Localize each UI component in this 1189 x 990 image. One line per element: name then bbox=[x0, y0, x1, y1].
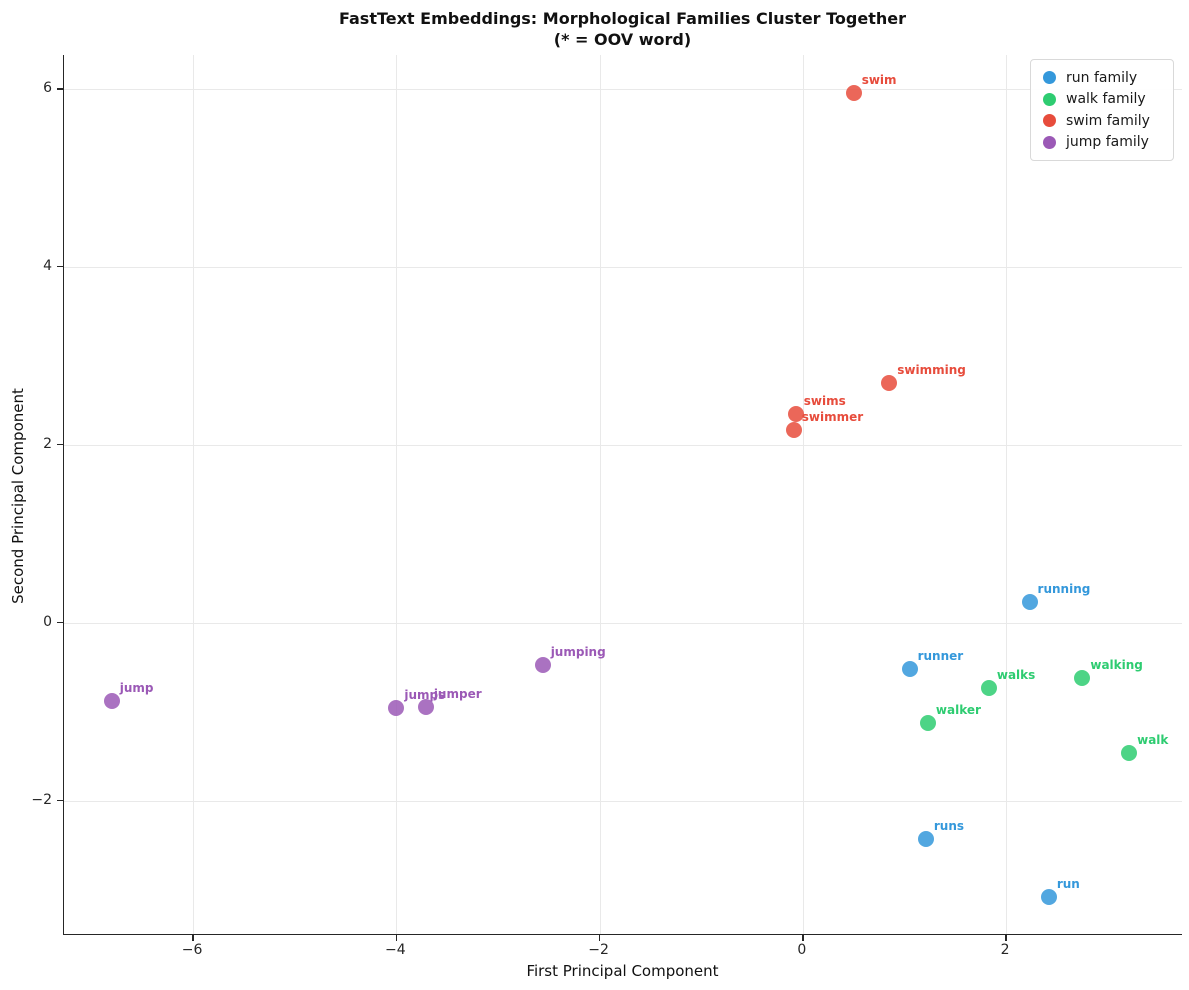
x-gridline bbox=[802, 55, 804, 934]
x-gridline bbox=[396, 55, 398, 934]
data-point bbox=[1074, 669, 1091, 686]
chart-title: FastText Embeddings: Morphological Famil… bbox=[339, 9, 906, 28]
data-point bbox=[103, 692, 120, 709]
y-tick-label: 4 bbox=[43, 257, 52, 274]
x-tick-mark bbox=[598, 935, 601, 941]
legend-marker-icon bbox=[1043, 92, 1056, 106]
x-tick-label: 2 bbox=[1000, 942, 1010, 958]
legend-marker-icon bbox=[1043, 135, 1056, 149]
data-point bbox=[917, 830, 934, 847]
data-point bbox=[388, 700, 405, 717]
data-point bbox=[845, 85, 862, 102]
x-gridline bbox=[193, 55, 195, 934]
point-label: swimming bbox=[897, 363, 966, 378]
x-tick-mark bbox=[192, 935, 194, 941]
x-tick-label: 0 bbox=[797, 942, 807, 958]
legend: run family walk family swim family jump fam… bbox=[1030, 59, 1174, 161]
x-gridline bbox=[1006, 55, 1008, 934]
data-point bbox=[534, 657, 551, 674]
point-label: swimmer bbox=[801, 409, 864, 424]
point-label: jumper bbox=[433, 687, 482, 702]
y-axis-label: Second Principal Component bbox=[9, 388, 27, 604]
point-label: walk bbox=[1137, 733, 1169, 748]
point-label: runner bbox=[917, 648, 964, 663]
y-gridline bbox=[64, 88, 1182, 90]
y-tick-mark bbox=[57, 799, 63, 802]
y-tick-mark bbox=[57, 621, 63, 624]
legend-item: run family bbox=[1043, 67, 1163, 89]
legend-item: swim family bbox=[1043, 110, 1163, 132]
y-gridline bbox=[64, 444, 1182, 446]
data-point bbox=[1021, 594, 1038, 611]
chart-title-block: FastText Embeddings: Morphological Famil… bbox=[63, 8, 1182, 50]
legend-label: run family bbox=[1066, 69, 1138, 86]
x-tick-label: −4 bbox=[385, 942, 406, 958]
data-point bbox=[919, 715, 936, 732]
x-gridline bbox=[599, 55, 601, 934]
x-tick-mark bbox=[802, 935, 804, 941]
legend-label: swim family bbox=[1066, 112, 1150, 129]
x-axis-label: First Principal Component bbox=[526, 962, 719, 980]
point-label: running bbox=[1037, 582, 1091, 597]
point-label: walks bbox=[996, 667, 1036, 682]
point-label: runs bbox=[933, 818, 965, 833]
y-gridline bbox=[64, 266, 1182, 268]
y-tick-label: −2 bbox=[31, 791, 52, 808]
y-tick-label: 2 bbox=[43, 435, 52, 452]
x-tick-label: −2 bbox=[588, 942, 609, 958]
data-point bbox=[901, 660, 918, 677]
y-gridline bbox=[64, 800, 1182, 802]
point-label: run bbox=[1056, 876, 1080, 891]
legend-label: walk family bbox=[1066, 91, 1146, 108]
y-tick-mark bbox=[57, 444, 63, 446]
y-tick-label: 0 bbox=[43, 613, 52, 630]
legend-marker-icon bbox=[1043, 114, 1056, 128]
legend-label: jump family bbox=[1066, 134, 1149, 151]
point-label: jump bbox=[119, 680, 154, 695]
y-gridline bbox=[64, 622, 1182, 624]
data-point bbox=[1040, 888, 1057, 905]
y-tick-label: 6 bbox=[43, 79, 52, 96]
point-label: walking bbox=[1090, 657, 1143, 672]
data-point bbox=[417, 699, 434, 716]
point-label: walker bbox=[935, 703, 981, 718]
legend-marker-icon bbox=[1043, 71, 1056, 85]
data-point bbox=[881, 375, 898, 392]
legend-item: jump family bbox=[1043, 132, 1163, 154]
chart-subtitle: (* = OOV word) bbox=[553, 30, 692, 49]
plot-area: running runner runs run walks walking walker wa… bbox=[57, 55, 1182, 941]
point-label: swims bbox=[803, 393, 846, 408]
point-label: swim bbox=[861, 73, 897, 88]
point-label: jumping bbox=[550, 645, 606, 660]
y-tick-mark bbox=[57, 266, 63, 268]
point-label: jumps bbox=[404, 688, 446, 703]
data-point bbox=[787, 405, 804, 422]
data-point bbox=[1121, 745, 1138, 762]
y-tick-mark bbox=[57, 88, 63, 90]
x-tick-label: −6 bbox=[181, 942, 203, 958]
data-point bbox=[980, 679, 997, 696]
x-tick-mark bbox=[395, 935, 398, 941]
legend-item: walk family bbox=[1043, 89, 1163, 111]
x-tick-mark bbox=[1005, 935, 1007, 941]
data-point bbox=[785, 421, 802, 438]
